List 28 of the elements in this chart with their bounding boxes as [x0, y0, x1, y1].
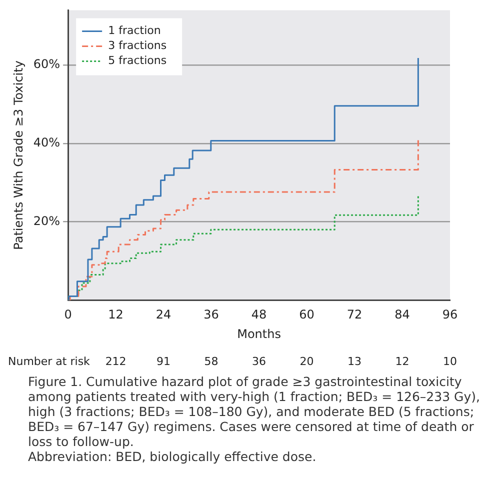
text: 12	[395, 354, 410, 368]
x-tick-label: 60	[299, 308, 314, 322]
text: Number at risk	[8, 354, 91, 368]
text: 13	[348, 354, 362, 368]
x-tick-label: 84	[394, 308, 410, 322]
x-tick-label: 48	[251, 308, 267, 322]
text: 212	[105, 354, 126, 368]
legend-label: 3 fractions	[108, 39, 167, 52]
x-tick-label: 96	[442, 308, 458, 322]
x-tick-label: 0	[64, 308, 72, 322]
x-tick-label: 72	[346, 308, 362, 322]
y-tick-label: 20%	[33, 214, 60, 228]
x-tick-label: 12	[108, 308, 124, 322]
text: 58	[204, 354, 218, 368]
x-tick-label: 24	[156, 308, 172, 322]
text: 36	[252, 354, 266, 368]
text: 20	[300, 354, 314, 368]
y-tick-label: 60%	[33, 57, 60, 72]
y-axis-title: Patients With Grade ≥3 Toxicity	[11, 60, 26, 250]
legend-label: 1 fraction	[108, 24, 161, 38]
text: Abbreviation: BED, biologically effective dose.	[28, 449, 318, 464]
x-axis-title: Months	[237, 326, 281, 341]
y-tick-label: 40%	[33, 136, 60, 150]
x-tick-label: 36	[204, 308, 219, 322]
text: 10	[443, 354, 457, 368]
legend-label: 5 fractions	[108, 54, 167, 68]
text: 91	[156, 354, 171, 368]
caption: Figure 1. Cumulative hazard plot of grade ≥3 gastrointestinal toxicity among patients treated with very-high (1 fraction; BED₃ = 126–233 Gy), high (3 fractions; BED₃ = 108–180 Gy), and moderate BED (5 fractions; BED₃ = 67–147 Gy) regimens. Cases were censored at time of death or loss to follow-up.	[28, 374, 481, 449]
